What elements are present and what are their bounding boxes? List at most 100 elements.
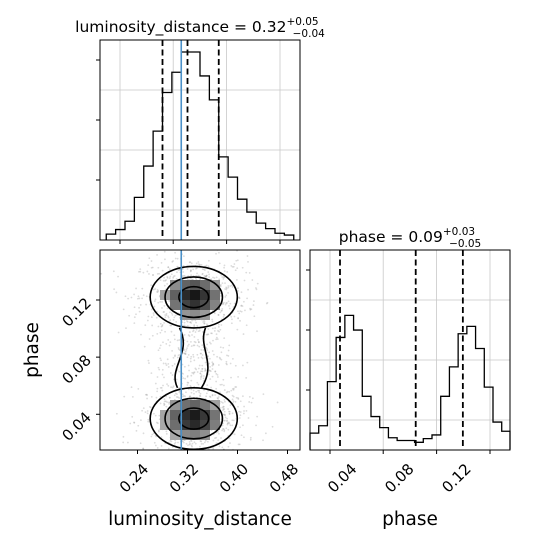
sample-point — [218, 262, 221, 265]
sample-point — [239, 414, 242, 417]
sample-point — [166, 276, 169, 279]
sample-point — [253, 315, 256, 318]
sample-point — [163, 398, 166, 401]
sample-point — [141, 297, 144, 300]
sample-point — [188, 396, 191, 398]
sample-point — [246, 361, 249, 364]
sample-point — [202, 377, 205, 380]
title-main: phase = 0.09 — [339, 228, 443, 246]
sample-point — [200, 349, 203, 351]
sample-point — [187, 248, 189, 250]
tick-label: 0.08 — [381, 460, 417, 496]
sample-point — [205, 275, 208, 277]
sample-point — [231, 398, 234, 401]
sample-point — [168, 277, 171, 279]
sample-point — [204, 275, 207, 278]
sample-point — [173, 338, 176, 341]
sample-point — [224, 457, 226, 459]
sample-point — [196, 381, 199, 384]
sample-point — [209, 365, 212, 368]
sample-point — [160, 436, 163, 438]
sample-point — [239, 411, 242, 413]
sample-point — [232, 395, 235, 398]
sample-point — [188, 441, 191, 443]
title-upper-error: +0.03 — [443, 226, 475, 238]
sample-point — [187, 381, 190, 384]
density-cell — [210, 280, 220, 290]
sample-point — [184, 353, 187, 355]
sample-point — [255, 288, 258, 291]
sample-point — [183, 321, 186, 324]
sample-point — [217, 323, 220, 326]
y-axis-label-phase: phase — [22, 322, 43, 378]
sample-point — [139, 270, 142, 273]
sample-point — [206, 323, 208, 326]
sample-point — [145, 295, 148, 298]
sample-point — [216, 373, 219, 376]
sample-point — [172, 318, 175, 321]
luminosity-distance-histogram-panel: luminosity_distance = 0.32+0.05 −0.04 — [75, 16, 325, 244]
sample-point — [133, 316, 136, 319]
sample-point — [196, 455, 198, 457]
sample-point — [243, 436, 245, 439]
sample-point — [129, 422, 132, 425]
sample-point — [209, 370, 212, 373]
sample-point — [212, 439, 215, 442]
sample-point — [222, 302, 224, 305]
density-cell — [180, 310, 190, 320]
joint-density-panel — [96, 248, 301, 488]
sample-point — [161, 323, 164, 326]
sample-point — [188, 395, 191, 398]
sample-point — [133, 306, 136, 309]
sample-point — [243, 279, 246, 282]
sample-point — [148, 362, 150, 364]
sample-point — [143, 345, 146, 348]
sample-point — [163, 402, 165, 405]
sample-point — [218, 445, 221, 448]
sample-point — [225, 302, 228, 305]
sample-point — [211, 394, 214, 397]
sample-point — [166, 486, 168, 488]
sample-point — [233, 263, 236, 265]
sample-point — [265, 302, 268, 305]
sample-point — [217, 396, 220, 398]
sample-point — [213, 312, 216, 315]
sample-point — [159, 344, 162, 347]
sample-point — [211, 318, 214, 321]
sample-point — [151, 266, 154, 269]
sample-point — [152, 274, 154, 277]
sample-point — [214, 370, 217, 373]
sample-point — [217, 430, 220, 433]
sample-point — [178, 397, 181, 399]
sample-point — [262, 439, 264, 442]
sample-point — [168, 396, 171, 399]
sample-point — [163, 250, 166, 253]
density-cell — [170, 430, 180, 440]
sample-point — [211, 364, 214, 367]
sample-point — [243, 405, 245, 408]
density-cell — [170, 400, 180, 410]
sample-point — [192, 344, 195, 347]
sample-point — [171, 386, 174, 389]
sample-point — [228, 307, 231, 310]
sample-point — [225, 427, 228, 430]
sample-point — [177, 396, 179, 399]
sample-point — [198, 341, 200, 344]
sample-point — [196, 324, 199, 327]
sample-point — [169, 319, 172, 322]
density-cell — [170, 300, 180, 310]
sample-point — [238, 296, 240, 299]
sample-point — [190, 274, 193, 277]
sample-point — [162, 452, 164, 454]
sample-point — [194, 331, 197, 333]
sample-point — [239, 319, 241, 322]
sample-point — [156, 332, 159, 335]
sample-point — [230, 264, 233, 267]
sample-point — [150, 316, 153, 319]
sample-point — [168, 268, 171, 271]
sample-point — [167, 316, 170, 319]
sample-point — [234, 364, 237, 367]
sample-point — [190, 322, 193, 324]
sample-point — [191, 334, 193, 336]
